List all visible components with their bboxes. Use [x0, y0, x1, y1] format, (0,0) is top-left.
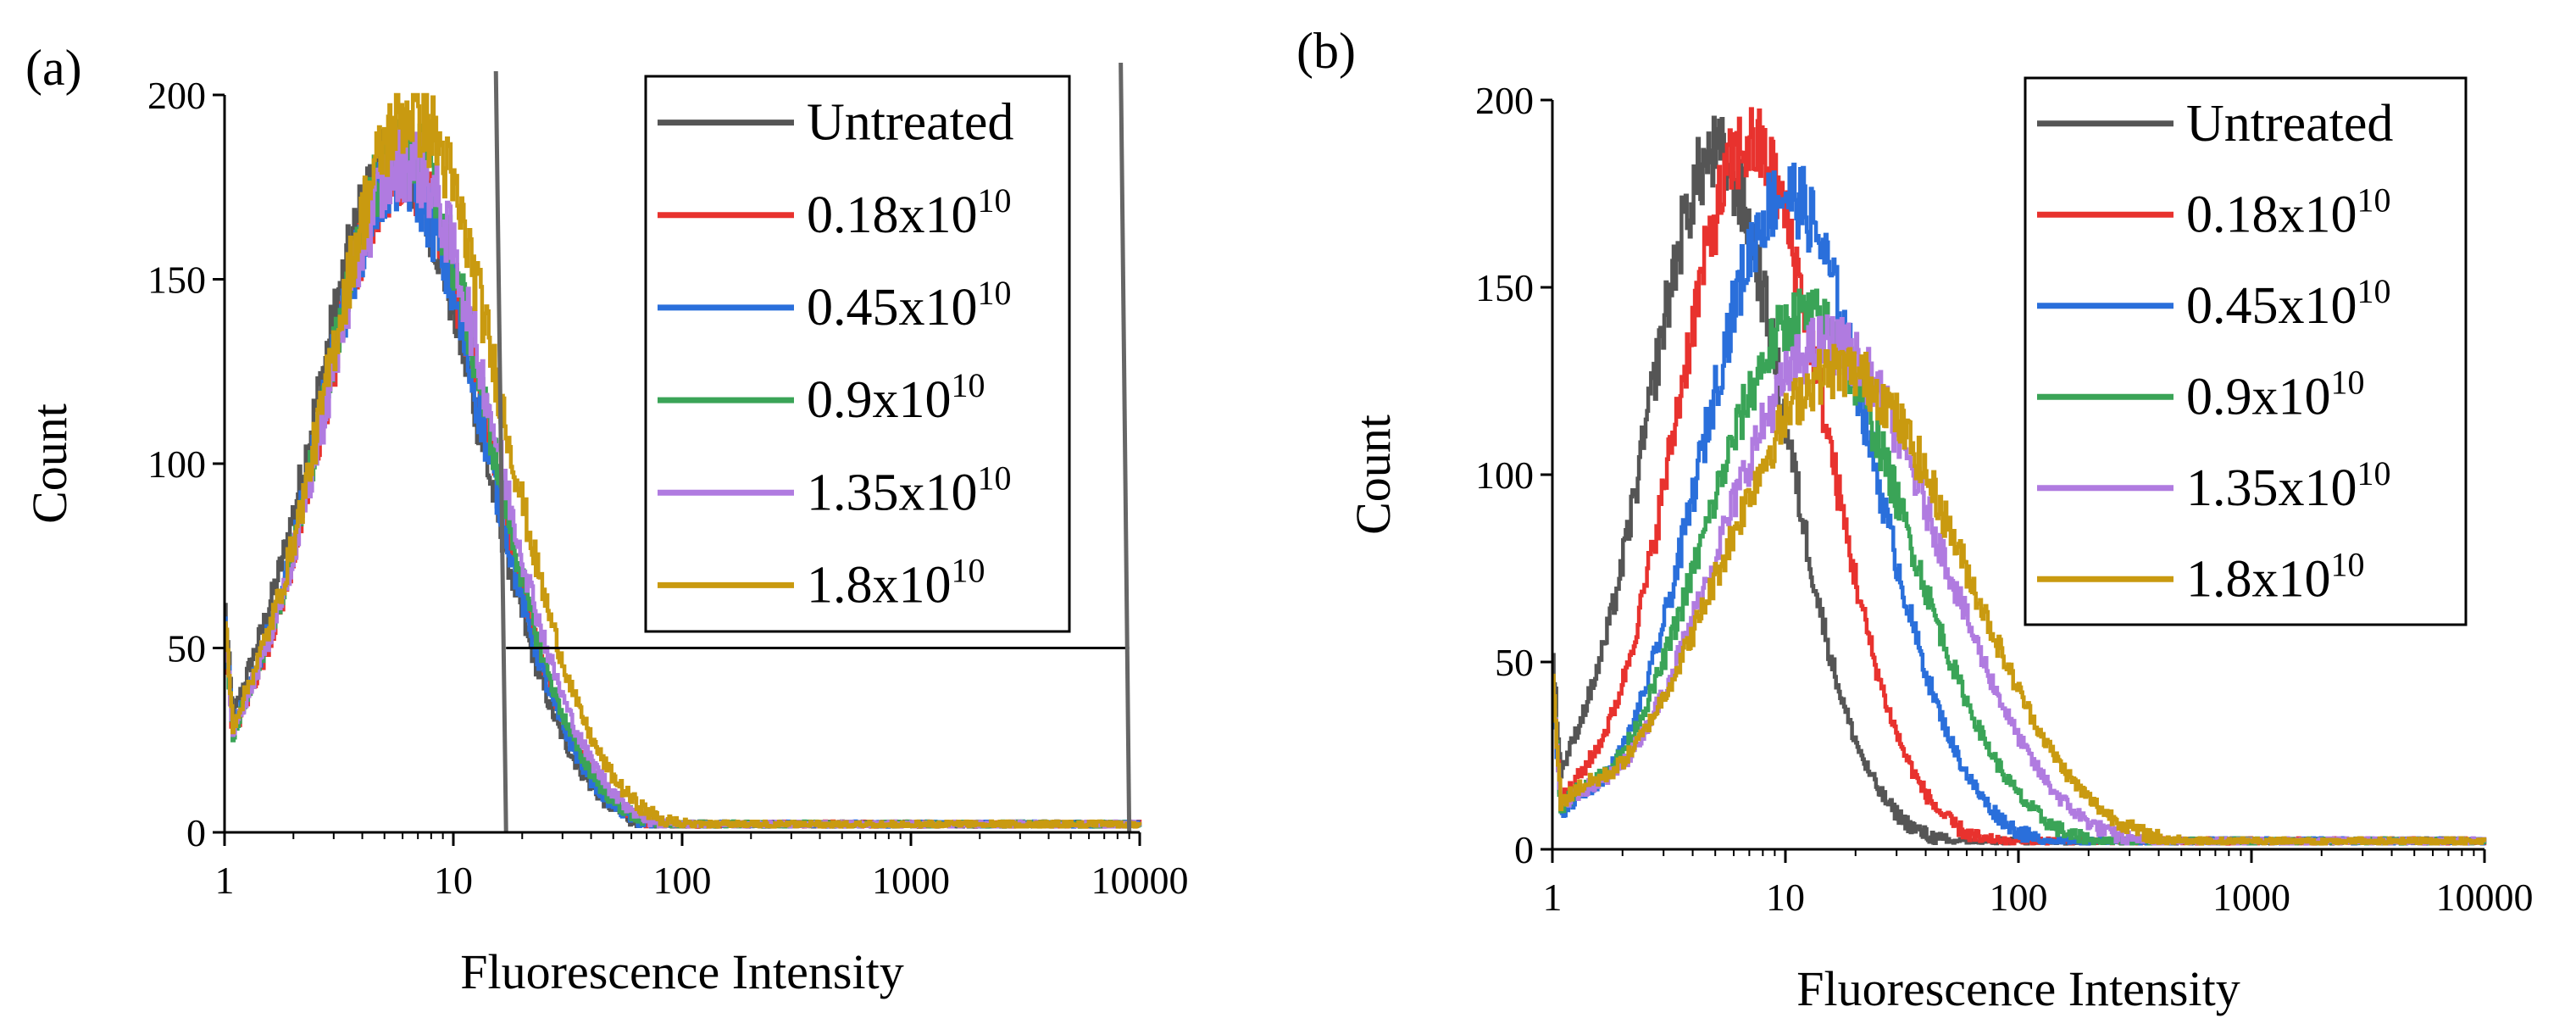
y-tick-label: 150 — [147, 259, 206, 302]
x-tick-label: 1 — [215, 859, 235, 902]
legend-entry: 0.18x1010 — [807, 181, 1012, 244]
legend-entry: 0.18x1010 — [2186, 181, 2391, 243]
legend-box — [2024, 76, 2468, 626]
legend-entry: Untreated — [2186, 95, 2393, 153]
legend: Untreated 0.18x1010 0.45x1010 0.9x1010 1.35x… — [2024, 76, 2468, 626]
x-tick-label: 1 — [1543, 876, 1563, 919]
panel-b: (b) 0 50 100 150 200 1 10 100 1000 10000 Fluorescen… — [1296, 23, 2534, 1016]
y-tick-label: 0 — [186, 811, 206, 854]
x-tick-label: 10 — [1766, 876, 1805, 919]
y-tick-label: 100 — [147, 442, 206, 486]
y-tick-label: 0 — [1514, 828, 1534, 871]
x-tick-label: 10000 — [2436, 876, 2534, 919]
legend-box — [644, 75, 1071, 633]
y-axis-label: Count — [22, 403, 77, 524]
x-tick-label: 1000 — [872, 859, 950, 902]
panel-label: (a) — [25, 40, 82, 96]
legend-entry: 0.9x1010 — [807, 366, 985, 429]
series-group — [224, 92, 1142, 829]
legend-entry: 0.9x1010 — [2186, 363, 2365, 426]
series-line-5 — [224, 92, 1142, 829]
y-tick-label: 200 — [1475, 79, 1534, 122]
y-tick-label: 150 — [1475, 266, 1534, 309]
legend-entry: Untreated — [807, 94, 1013, 152]
legend: Untreated 0.18x1010 0.45x1010 0.9x1010 1.35x… — [644, 75, 1071, 633]
legend-entry: 0.45x1010 — [2186, 272, 2391, 335]
panel-label: (b) — [1296, 23, 1356, 79]
gate-left-marker — [493, 70, 508, 833]
x-tick-label: 100 — [653, 859, 712, 902]
x-axis-label: Fluorescence Intensity — [1796, 961, 2240, 1016]
x-tick-label: 10000 — [1091, 859, 1189, 902]
series-line-5 — [1552, 343, 2487, 846]
legend-entry: 1.35x1010 — [807, 459, 1012, 521]
series-group — [1552, 107, 2487, 846]
x-axis-label: Fluorescence Intensity — [460, 944, 903, 999]
legend-entry: 1.8x1010 — [2186, 545, 2365, 608]
y-tick-label: 50 — [1495, 641, 1534, 684]
legend-entry: 1.35x1010 — [2186, 454, 2391, 517]
x-tick-label: 100 — [1990, 876, 2048, 919]
legend-entry: 1.8x1010 — [807, 551, 985, 614]
y-tick-label: 200 — [147, 74, 206, 117]
y-tick-label: 50 — [167, 627, 206, 670]
panel-a: (a) 0 50 100 150 200 1 10 100 1000 10000 Fluorescen… — [22, 40, 1189, 999]
x-tick-label: 10 — [434, 859, 473, 902]
x-tick-label: 1000 — [2212, 876, 2290, 919]
gate-right-marker — [1119, 62, 1132, 833]
y-axis-label: Count — [1346, 414, 1401, 535]
y-tick-label: 100 — [1475, 453, 1534, 497]
legend-entry: 0.45x1010 — [807, 274, 1012, 337]
